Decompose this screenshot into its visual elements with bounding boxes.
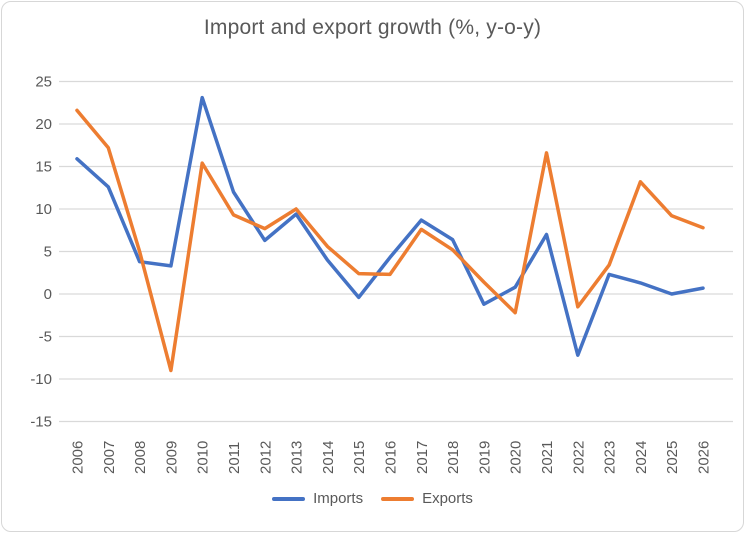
svg-text:2009: 2009 xyxy=(163,441,180,474)
chart-legend: Imports Exports xyxy=(2,490,743,507)
legend-label-exports: Exports xyxy=(422,490,473,507)
svg-text:2010: 2010 xyxy=(195,441,212,474)
svg-text:20: 20 xyxy=(35,116,52,133)
svg-text:2020: 2020 xyxy=(508,441,525,474)
svg-text:2014: 2014 xyxy=(320,441,337,474)
svg-text:2012: 2012 xyxy=(257,441,274,474)
imports-line-swatch xyxy=(272,496,306,501)
svg-text:2011: 2011 xyxy=(226,442,243,474)
svg-text:2007: 2007 xyxy=(101,441,118,474)
svg-text:-10: -10 xyxy=(30,371,52,388)
svg-text:2016: 2016 xyxy=(383,441,400,474)
svg-text:2021: 2021 xyxy=(539,441,556,474)
svg-text:2017: 2017 xyxy=(414,441,431,474)
svg-text:2006: 2006 xyxy=(70,441,87,474)
svg-text:2013: 2013 xyxy=(289,441,306,474)
svg-text:2019: 2019 xyxy=(476,441,493,474)
svg-text:2025: 2025 xyxy=(664,441,681,474)
chart-title: Import and export growth (%, y-o-y) xyxy=(203,16,542,39)
svg-text:2018: 2018 xyxy=(445,441,462,474)
svg-text:15: 15 xyxy=(35,159,52,176)
svg-text:-5: -5 xyxy=(39,329,52,346)
svg-text:25: 25 xyxy=(35,74,52,91)
svg-text:0: 0 xyxy=(44,286,52,303)
svg-text:5: 5 xyxy=(44,244,52,261)
legend-item-imports: Imports xyxy=(272,490,363,507)
svg-text:2024: 2024 xyxy=(633,441,650,474)
legend-item-exports: Exports xyxy=(381,490,473,507)
svg-text:2023: 2023 xyxy=(602,441,619,474)
svg-text:2026: 2026 xyxy=(696,441,713,474)
legend-label-imports: Imports xyxy=(313,490,364,507)
svg-text:2022: 2022 xyxy=(570,441,587,474)
exports-line-swatch xyxy=(381,496,415,501)
svg-text:2008: 2008 xyxy=(132,441,149,474)
svg-text:2015: 2015 xyxy=(351,441,368,474)
svg-text:-15: -15 xyxy=(30,414,52,431)
svg-text:10: 10 xyxy=(35,201,52,218)
